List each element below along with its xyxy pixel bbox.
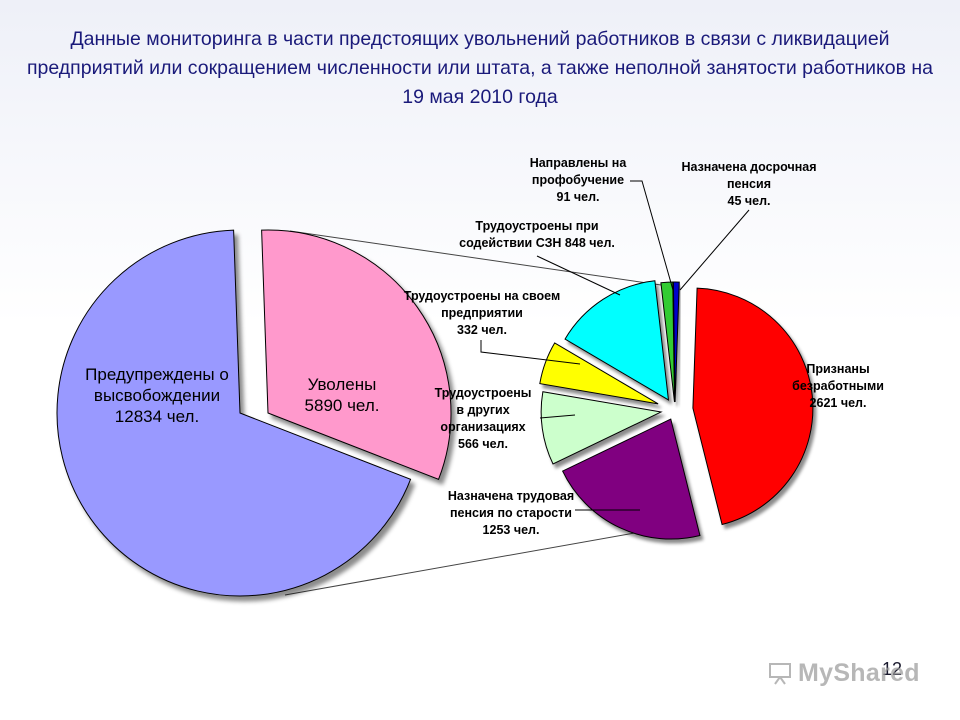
slice-labels: Предупреждены о высвобождении 12834 чел. Ув…	[85, 156, 884, 537]
pie-label-назначена-досрочная-пенсия: Назначена досрочная пенсия 45 чел.	[681, 160, 816, 208]
leader-трудоустроены-на-своем-предприятии	[480, 340, 581, 365]
pie-slice-трудоустроены-на-своем-предприятии	[539, 342, 659, 405]
pie-slice-предупреждены-о-высвобождении	[56, 229, 412, 597]
pie-label-трудоустроены-в-других-организациях: Трудоустроены в других организациях 566 чел…	[435, 386, 532, 451]
leader-назначена-досрочная-пенсия	[679, 209, 750, 291]
pie-slice-признаны-безработными	[692, 287, 814, 526]
pie-label-назначена-трудовая-пенсия-по-старости: Назначена трудовая пенсия по старости 1253…	[448, 489, 574, 537]
page-title: Данные мониторинга в части предстоящих у…	[26, 28, 934, 108]
pie-label-направлены-на-профобучение: Направлены на профобучение 91 чел.	[530, 156, 628, 204]
connector-bottom	[284, 524, 681, 596]
pie-label-признаны-безработными: Признаны безработными 2621 чел.	[792, 362, 884, 410]
pie-slice-трудоустроены-в-других-организациях	[540, 391, 663, 465]
pie-slice-уволены	[261, 229, 452, 480]
breakdown-pie	[539, 280, 814, 540]
presentation-icon	[769, 663, 791, 685]
pie-slice-назначена-досрочная-пенсия	[672, 281, 680, 403]
connector-top	[289, 230, 669, 287]
pie-label-трудоустроены-при-содействии-сзн: Трудоустроены при содействии СЗН 848 чел.	[459, 219, 615, 250]
pie-label-предупреждены-о-высвобождении: Предупреждены о высвобождении 12834 чел.	[85, 365, 229, 426]
leader-направлены-на-профобучение	[630, 180, 674, 291]
leader-трудоустроены-в-других-организациях	[539, 414, 576, 419]
pie-slice-направлены-на-профобучение	[660, 281, 675, 403]
leader-lines	[480, 180, 750, 511]
connector-lines	[284, 230, 681, 596]
pie-slice-трудоустроены-при-содействии-сзн	[564, 280, 670, 401]
page-number: 12	[881, 659, 902, 679]
pie-slice-назначена-трудовая-пенсия-по-старости	[561, 418, 701, 540]
main-pie	[56, 229, 452, 597]
pie-label-трудоустроены-на-своем-предприятии: Трудоустроены на своем предприятии 332 чел…	[404, 289, 560, 337]
leader-трудоустроены-при-содействии-сзн	[536, 255, 621, 296]
pie-label-уволены: Уволены 5890 чел.	[305, 375, 380, 415]
watermark: MyShared	[768, 657, 920, 691]
watermark-text: MyShared	[798, 659, 920, 687]
